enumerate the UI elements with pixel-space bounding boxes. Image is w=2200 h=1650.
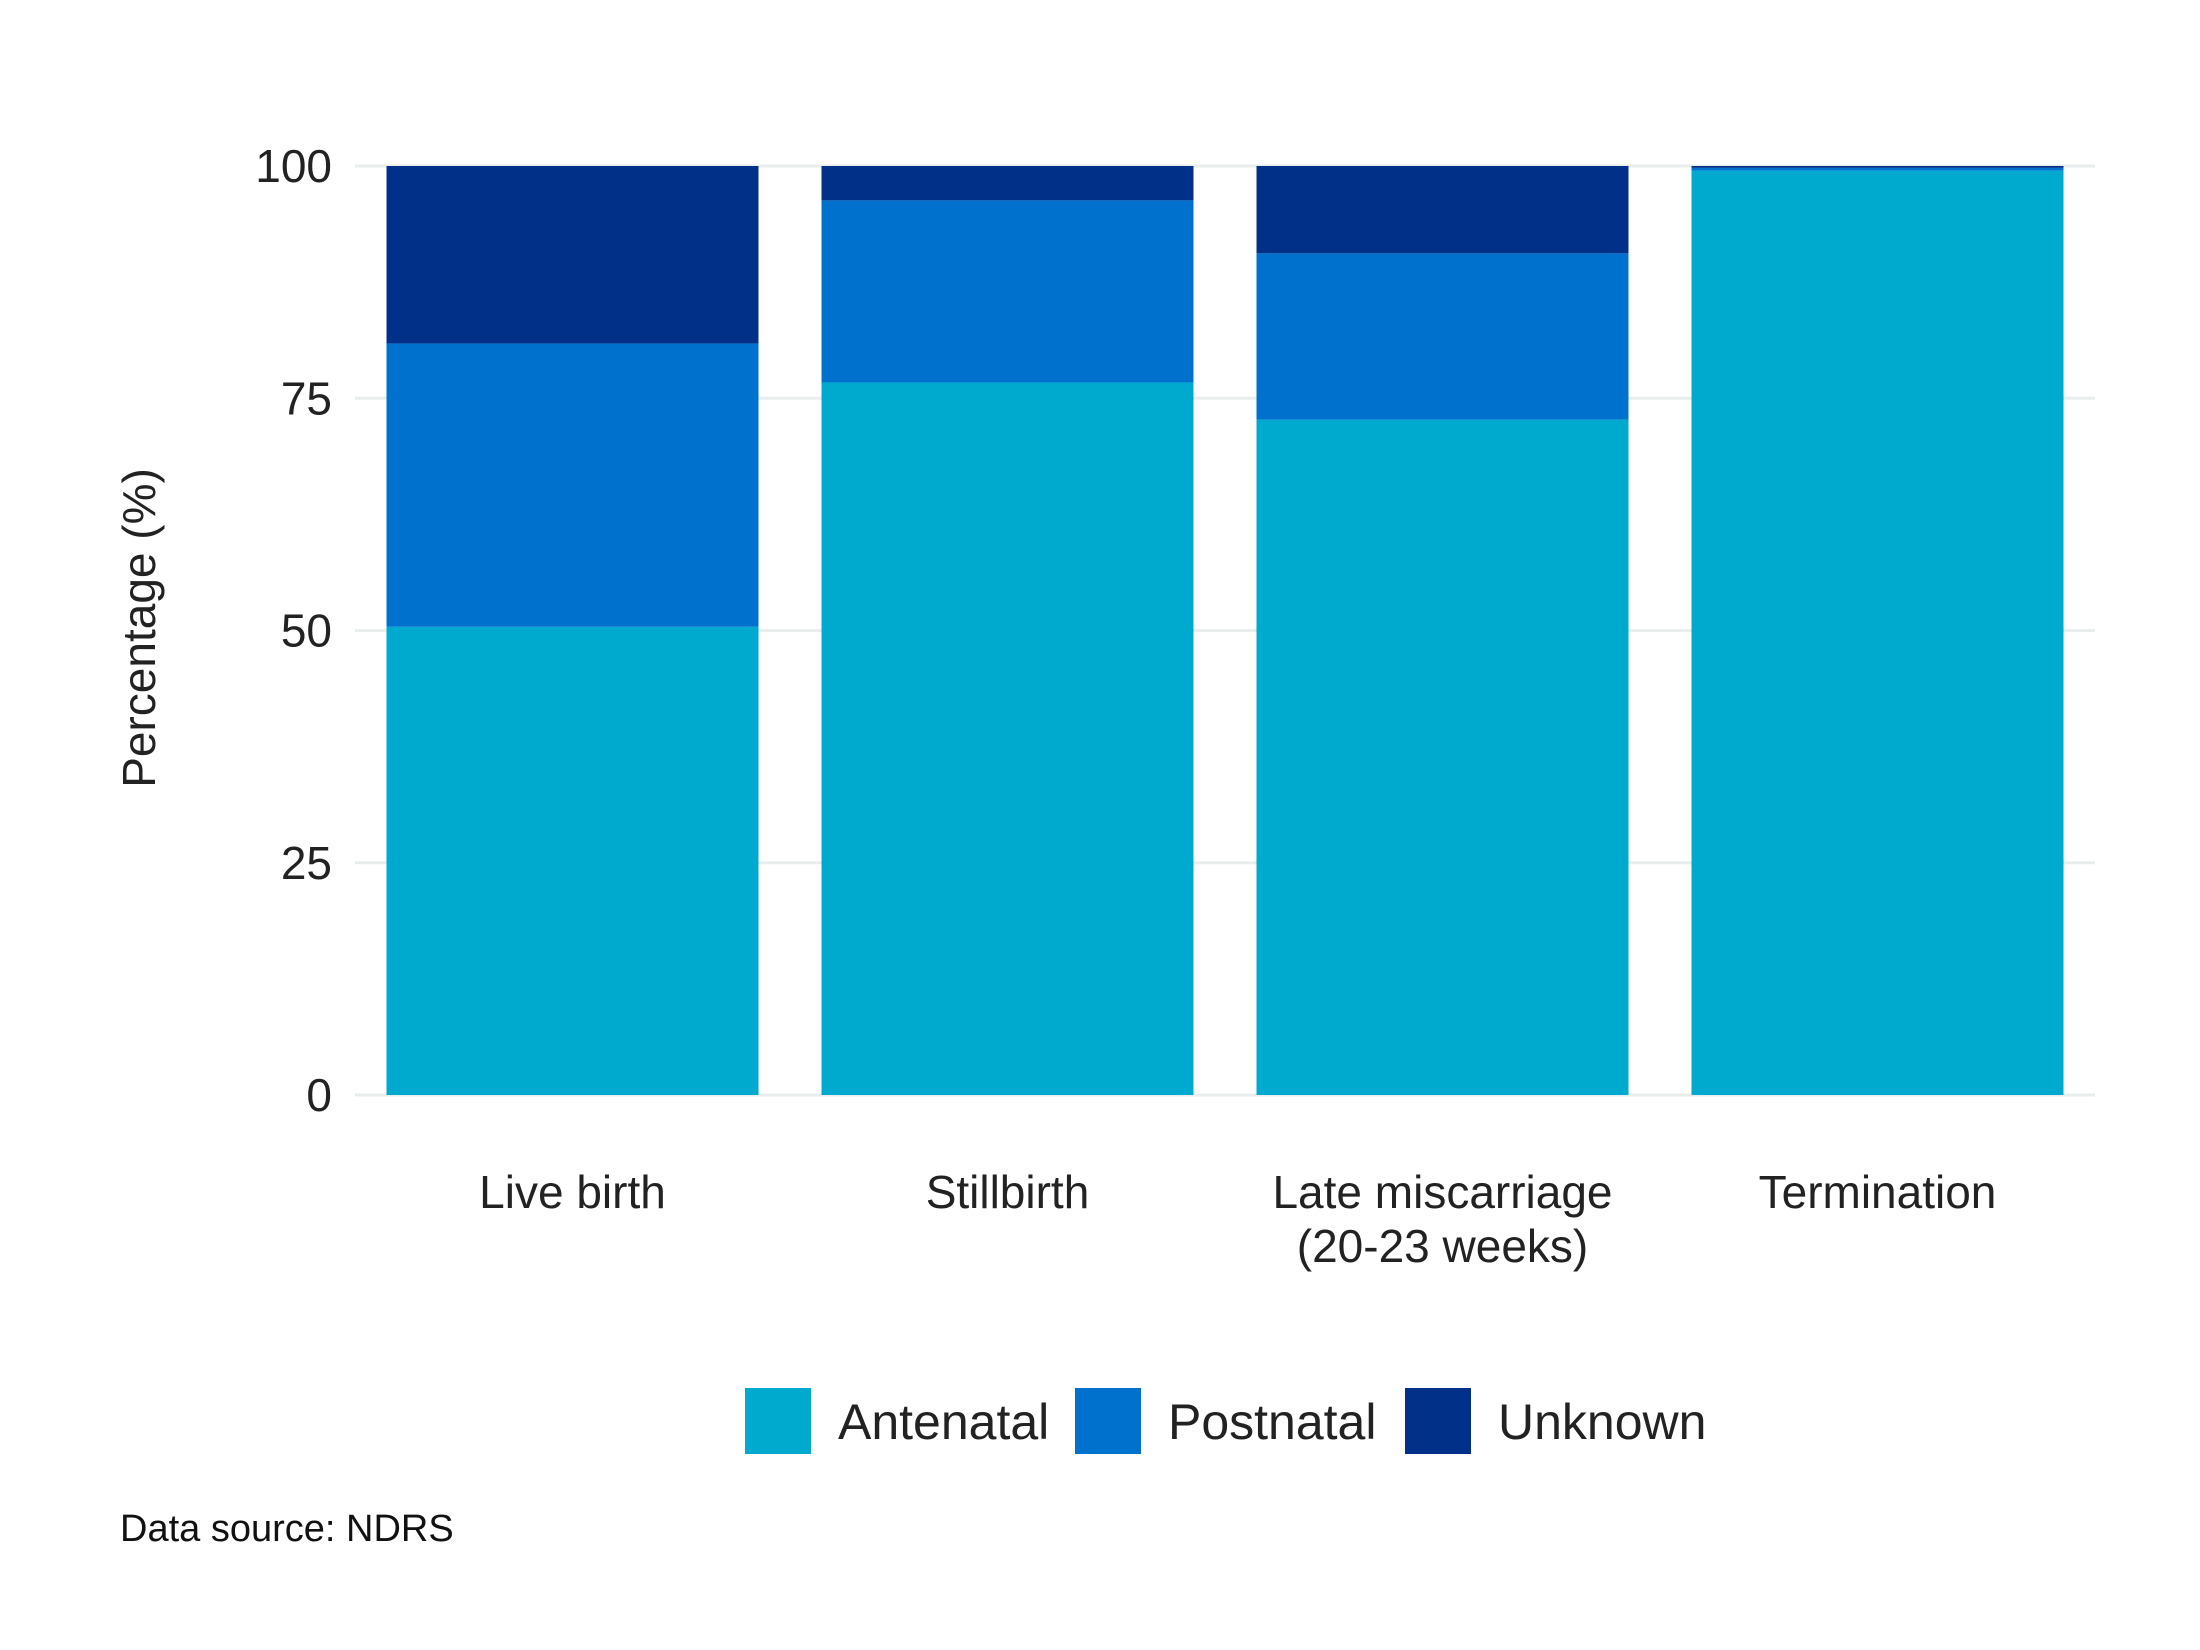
bar-segment-antenatal: [821, 382, 1194, 1095]
bar-segment-postnatal: [1256, 253, 1629, 420]
bar-segment-unknown: [1691, 166, 2064, 168]
x-tick-label: Stillbirth: [926, 1166, 1090, 1218]
legend-label-antenatal: Antenatal: [838, 1394, 1049, 1450]
legend: Antenatal Postnatal Unknown: [745, 1388, 1706, 1454]
bar-segment-antenatal: [1256, 419, 1629, 1095]
legend-swatch-postnatal: [1075, 1388, 1141, 1454]
y-tick-label: 100: [255, 140, 332, 192]
legend-label-unknown: Unknown: [1498, 1394, 1706, 1450]
data-source-note: Data source: NDRS: [120, 1508, 454, 1550]
y-tick-label: 75: [281, 372, 332, 424]
x-tick-label: Live birth: [479, 1166, 666, 1218]
x-axis-ticks: Live birth Stillbirth Late miscarriage (20-…: [479, 1166, 1996, 1272]
bar-segment-antenatal: [386, 626, 759, 1095]
bar-segment-unknown: [821, 166, 1194, 201]
y-tick-label: 25: [281, 837, 332, 889]
bar-segment-postnatal: [386, 343, 759, 627]
legend-label-postnatal: Postnatal: [1168, 1394, 1376, 1450]
y-tick-label: 0: [306, 1069, 332, 1121]
bar-segment-postnatal: [821, 200, 1194, 383]
bar-segment-unknown: [386, 166, 759, 344]
bar-segment-antenatal: [1691, 170, 2064, 1095]
legend-swatch-unknown: [1405, 1388, 1471, 1454]
bars: [386, 166, 2064, 1095]
y-axis-ticks: 0 25 50 75 100: [255, 140, 332, 1121]
bar-segment-unknown: [1256, 166, 1629, 254]
x-tick-label: Termination: [1759, 1166, 1997, 1218]
y-tick-label: 50: [281, 605, 332, 657]
y-axis-title: Percentage (%): [113, 468, 165, 788]
bar-segment-postnatal: [1691, 167, 2064, 171]
x-tick-label: Late miscarriage (20-23 weeks): [1272, 1166, 1612, 1272]
legend-swatch-antenatal: [745, 1388, 811, 1454]
